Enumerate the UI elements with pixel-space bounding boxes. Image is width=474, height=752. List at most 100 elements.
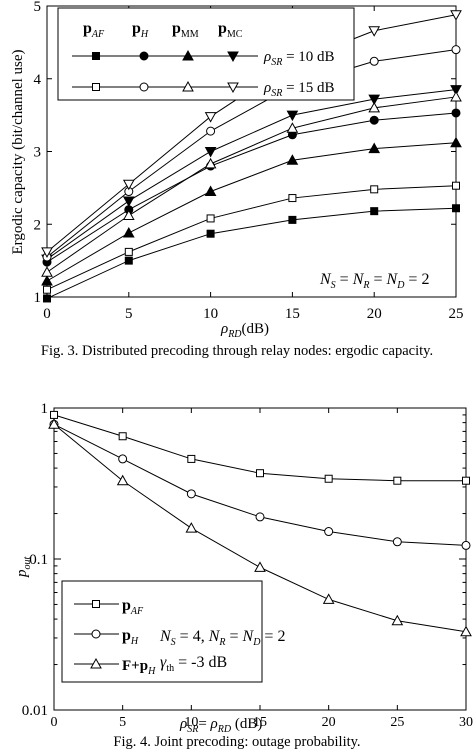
fig3-y-tick-label: 2 [34, 217, 42, 233]
fig4-x-tick-label: 20 [322, 715, 336, 730]
fig3-point-7-2 [204, 112, 217, 123]
fig3-point-5-5 [451, 45, 461, 55]
fig4-point-2-4 [322, 593, 335, 604]
fig4-point-2-2 [185, 522, 198, 533]
fig3-point-4-2 [206, 214, 215, 223]
figure4-caption: Fig. 4. Joint precoding: outage probabil… [113, 734, 361, 750]
fig3-x-tick-label: 20 [367, 306, 382, 322]
fig3-point-7-4 [368, 26, 381, 37]
fig3-x-axis-label: ρRD(dB) [220, 321, 269, 340]
fig4-x-tick-label: 5 [119, 715, 126, 730]
fig3-point-6-4 [368, 101, 381, 113]
fig4-point-1-3 [255, 512, 265, 522]
fig4-legend-lines [74, 600, 119, 669]
fig4-y-tick-label: 0.01 [22, 703, 48, 719]
fig3-point-2-0 [41, 274, 53, 286]
fig3-y-tick-label: 1 [34, 290, 42, 306]
fig4-point-0-5 [393, 476, 402, 485]
fig4-x-tick-label: 30 [459, 715, 473, 730]
fig4-y-tick-label: 1 [41, 401, 49, 417]
fig4-legend-marker-square [92, 600, 100, 608]
fig3-axis-ticks: 0 5 10 15 20 25 1 2 3 4 5 [34, 0, 464, 322]
fig4-point-1-2 [186, 489, 196, 499]
fig3-point-5-2 [206, 126, 216, 136]
fig4-point-2-5 [391, 614, 404, 626]
fig3-series-line-5 [46, 49, 457, 258]
fig3-point-1-4 [369, 115, 379, 125]
fig4-point-0-2 [187, 454, 196, 463]
fig4-annotation-line1: NS = 4, NR = ND = 2 [159, 628, 285, 648]
fig4-point-1-4 [324, 527, 334, 537]
fig3-x-tick-label: 5 [125, 306, 133, 322]
fig3-point-4-4 [370, 185, 379, 194]
fig4-legend-marker-circle [91, 629, 101, 639]
fig3-x-tick-label: 10 [203, 306, 218, 322]
fig3-legend-row-15db: ρSR = 15 dB [263, 80, 335, 99]
fig4-annotation-line2: γth = -3 dB [160, 654, 227, 674]
fig3-point-7-5 [450, 10, 462, 21]
fig4-series-line-1 [53, 423, 467, 546]
fig4-point-1-1 [118, 454, 128, 464]
fig3-point-2-1 [122, 226, 135, 238]
fig3-point-0-3 [288, 215, 297, 224]
fig3-point-3-5 [450, 85, 462, 96]
fig3-point-4-5 [452, 181, 460, 190]
fig3-point-1-5 [451, 108, 461, 118]
fig4-legend-label-fph: F+pH [122, 658, 156, 677]
fig4-legend-marker-triangle-up [90, 657, 102, 669]
fig4-point-2-6 [460, 625, 472, 637]
fig4-x-axis-label: ρSR= ρRD (dB) [179, 716, 262, 735]
fig3-point-0-4 [370, 207, 379, 216]
fig4-point-1-6 [461, 540, 471, 550]
fig3-legend-box [57, 7, 355, 101]
fig3-x-tick-label: 15 [285, 306, 300, 322]
fig4-axis-ticks: 0 5 10 15 20 25 30 0.01 0.1 1 [22, 401, 473, 730]
fig3-annotation: NS = NR = ND = 2 [319, 271, 429, 291]
fig4-point-1-5 [392, 537, 402, 547]
fig3-point-2-4 [368, 142, 381, 154]
fig3-legend-marker-triangle-down [227, 82, 239, 94]
fig3-point-3-4 [368, 94, 381, 106]
fig4-point-2-0 [48, 418, 60, 429]
fig3-point-0-1 [124, 256, 133, 265]
fig3-point-3-2 [204, 147, 217, 158]
fig3-point-0-5 [452, 204, 460, 213]
fig4-x-tick-label: 10 [184, 715, 198, 730]
fig3-legend-marker-triangle-down [227, 51, 239, 63]
fig3-point-2-3 [286, 154, 299, 165]
fig3-point-2-5 [450, 136, 462, 148]
fig3-series-line-4 [46, 185, 457, 291]
fig3-point-5-4 [369, 56, 379, 66]
fig3-point-7-1 [122, 179, 135, 191]
fig3-point-7-0 [41, 247, 53, 258]
fig4-point-0-0 [50, 410, 58, 419]
fig4-point-0-6 [462, 476, 470, 485]
fig4-point-0-4 [324, 474, 333, 483]
fig4-x-tick-label: 0 [51, 715, 58, 730]
fig3-legend-marker-square [92, 52, 100, 60]
fig3-point-4-3 [288, 194, 297, 203]
fig3-point-6-1 [122, 209, 135, 221]
fig3-point-2-2 [204, 185, 217, 197]
fig3-x-tick-label: 25 [449, 306, 464, 322]
figure3-caption: Fig. 3. Distributed precoding through re… [40, 343, 434, 359]
fig3-legend: pAF pH pMM pMC ρSR = 10 dB ρSR = 15 dB [57, 7, 355, 101]
fig4-y-tick-label: 0.1 [29, 552, 48, 568]
fig3-point-6-3 [286, 122, 299, 133]
fig3-y-tick-label: 3 [34, 145, 42, 161]
fig3-series-line-3 [46, 89, 457, 260]
fig4-y-axis-label: pout [14, 557, 33, 579]
fig3-legend-marker-circle [139, 51, 149, 61]
fig3-series-line-0 [46, 207, 457, 299]
figure3-chart: 0 5 10 15 20 25 1 2 3 4 5 Ergodic capacity (bit/ch… [10, 0, 464, 340]
fig3-legend-row-10db: ρSR = 10 dB [263, 49, 335, 68]
fig3-x-tick-label: 0 [43, 306, 51, 322]
fig3-series-line-1 [46, 112, 457, 263]
fig3-point-4-0 [43, 285, 51, 294]
fig3-y-tick-label: 5 [34, 0, 42, 15]
fig3-y-axis-label: Ergodic capacity (bit/channel use) [10, 49, 26, 254]
fig3-point-0-2 [206, 229, 215, 238]
fig3-legend-marker-circle [139, 82, 149, 92]
fig3-point-4-1 [124, 247, 133, 256]
fig3-point-6-5 [450, 90, 462, 102]
